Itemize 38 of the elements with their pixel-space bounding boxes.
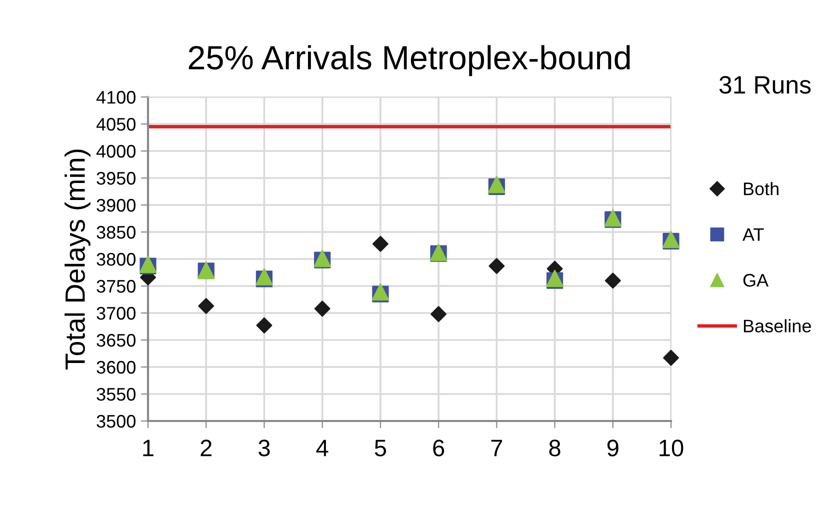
x-tick-label: 6 [433,440,444,456]
y-tick-label: 4100 [96,90,136,104]
point [488,258,505,274]
legend-label: AT [742,228,764,241]
point [256,317,272,334]
x-tick-label: 4 [316,440,328,456]
point [314,300,330,317]
legend-label: GA [743,274,769,287]
x-tick-label: 7 [491,440,502,456]
y-tick-label: 4050 [96,118,136,131]
legend-label: Both [744,182,778,196]
x-tick-label: 5 [374,440,386,456]
point [430,306,447,322]
x-tick-label: 3 [258,440,270,456]
x-tick-label: 10 [660,440,684,456]
point [663,350,679,366]
point [198,298,214,314]
y-tick-label: 3650 [96,334,136,347]
x-tick-label: 8 [549,440,560,456]
point [604,272,621,289]
y-tick-label: 3750 [96,280,136,293]
x-tick-label: 9 [607,440,618,456]
y-tick-label: 3550 [96,388,136,401]
point [372,236,388,252]
y-tick-label: 3900 [96,198,136,212]
y-tick-label: 3800 [96,252,136,266]
legend-label: Baseline [744,319,811,332]
y-tick-label: 3950 [96,172,136,185]
y-tick-label: 3600 [96,360,136,374]
x-tick-label: 2 [200,440,212,456]
y-tick-label: 3850 [96,226,136,239]
y-axis-title: Total Delays (min) [64,150,90,370]
y-tick-label: 3500 [96,414,136,428]
y-tick-label: 4000 [96,144,136,158]
y-tick-label: 3700 [96,306,136,320]
x-tick-label: 1 [143,440,154,456]
chart-title: 25% Arrivals Metroplex-bound [188,45,630,76]
text: 31 Runs [719,76,811,94]
